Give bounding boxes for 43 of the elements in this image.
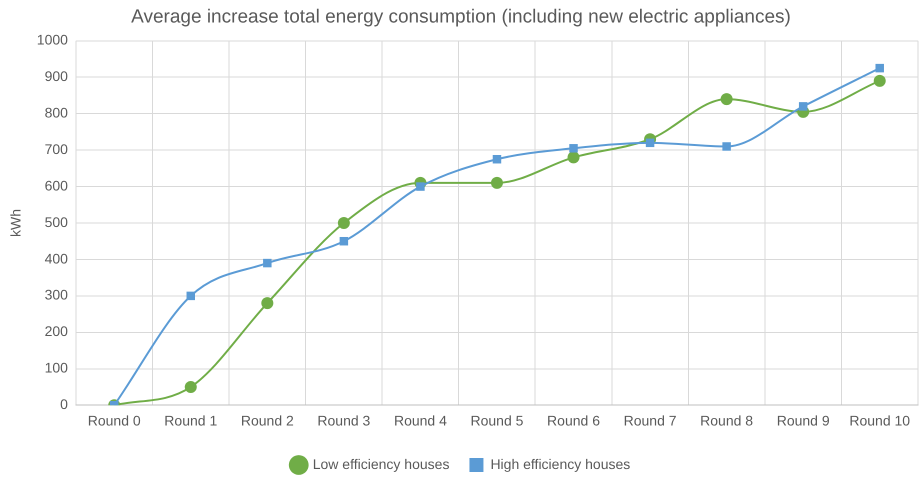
point <box>492 154 502 164</box>
x-tick-label: Round 7 <box>624 412 677 428</box>
point <box>416 182 425 191</box>
x-tick-label: Round 3 <box>317 412 371 428</box>
y-axis-title: kWh <box>7 209 24 237</box>
point <box>568 151 580 164</box>
point <box>798 102 808 111</box>
x-tick-label: Round 8 <box>700 412 754 428</box>
point <box>263 258 272 268</box>
x-tick-label: Round 6 <box>547 412 600 428</box>
legend-label: High efficiency houses <box>490 456 630 472</box>
x-tick-label: Round 0 <box>88 412 141 428</box>
y-tick-label: 900 <box>44 68 68 84</box>
point <box>875 64 884 72</box>
x-tick-label: Round 9 <box>776 412 830 428</box>
x-tick-label: Round 5 <box>470 412 524 428</box>
point <box>720 93 733 106</box>
point <box>186 292 196 300</box>
x-tick-label: Round 4 <box>394 412 448 428</box>
y-tick-label: 600 <box>44 177 68 194</box>
y-tick-label: 200 <box>44 323 68 340</box>
y-tick-label: 700 <box>44 140 68 157</box>
x-tick-label: Round 10 <box>849 412 910 428</box>
y-tick-label: 1000 <box>36 32 68 48</box>
point <box>340 236 348 246</box>
point <box>874 74 886 87</box>
point <box>722 142 731 151</box>
y-tick-label: 100 <box>44 360 68 376</box>
legend-label: Low efficiency houses <box>312 456 450 472</box>
x-tick-label: Round 1 <box>164 412 218 428</box>
point <box>569 144 578 153</box>
chart-title: Average increase total energy consumption (including new electric appliances) <box>131 6 791 28</box>
y-tick-label: 0 <box>60 396 68 412</box>
y-tick-label: 300 <box>44 286 68 303</box>
point <box>490 176 503 189</box>
y-tick-label: 400 <box>44 250 68 266</box>
point <box>184 380 197 393</box>
point <box>646 138 654 148</box>
point <box>338 217 350 229</box>
y-tick-label: 500 <box>44 214 68 230</box>
point <box>261 297 274 310</box>
y-tick-label: 800 <box>44 104 68 121</box>
x-tick-label: Round 2 <box>240 412 294 428</box>
